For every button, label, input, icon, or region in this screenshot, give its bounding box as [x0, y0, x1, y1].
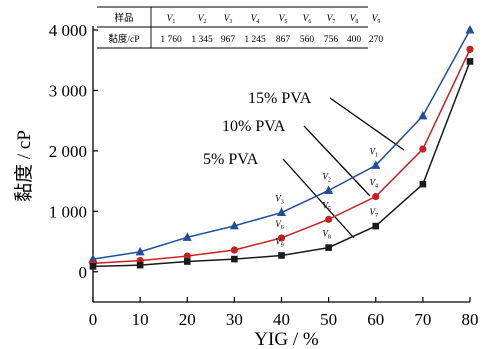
- data-point: [466, 58, 474, 65]
- table-viscosity-value: 400: [347, 35, 362, 45]
- data-point: [230, 246, 238, 254]
- annotation-leader: [329, 97, 405, 151]
- x-tick-label: 50: [320, 310, 337, 329]
- table-sample-name: V4: [251, 14, 260, 25]
- data-point: [419, 145, 427, 153]
- data-point: [372, 222, 380, 230]
- data-point: [371, 160, 381, 169]
- data-point: [372, 192, 380, 201]
- x-tick-label: 20: [179, 310, 196, 329]
- table-header-viscosity: 黏度/cP: [108, 33, 139, 45]
- annotation-leader: [303, 125, 371, 197]
- x-tick-label: 60: [367, 310, 384, 329]
- table-header-sample: 样品: [114, 12, 133, 24]
- point-labels: V1 V2 V3 V4 V5 V6 V7 V8 V9: [275, 146, 378, 248]
- x-tick-label: 80: [462, 310, 479, 329]
- series-1: [88, 25, 475, 263]
- annotation-leaders: [282, 97, 405, 239]
- point-label-v3: V3: [275, 194, 284, 206]
- axes: 0 1 000 2 000 3 000 4 000 0 10 20 30 40 50 60 70 80 YI…: [13, 21, 479, 349]
- data-point: [277, 207, 286, 217]
- data-point: [229, 220, 239, 230]
- data-point: [136, 261, 144, 269]
- table-viscosity-value: 560: [300, 35, 315, 45]
- point-label-v4: V4: [370, 178, 379, 190]
- x-axis-title: YIG / %: [254, 329, 319, 349]
- point-label-v2: V2: [322, 171, 331, 183]
- series-annotation: 15% PVA: [248, 90, 312, 107]
- series-2: [89, 45, 474, 267]
- table-sample-name: V7: [327, 14, 336, 25]
- table-viscosity-value: 270: [369, 35, 384, 45]
- table-sample-name: V9: [372, 14, 381, 25]
- data-point: [88, 254, 98, 263]
- point-label-v8: V8: [322, 229, 331, 241]
- data-point: [324, 185, 334, 194]
- series-annotation: 5% PVA: [203, 151, 259, 168]
- data-point: [278, 252, 285, 259]
- point-label-v5: V5: [322, 200, 331, 212]
- x-tick-label: 10: [132, 310, 149, 329]
- data-point: [183, 258, 191, 265]
- table-sample-name: V5: [279, 14, 288, 25]
- data-point: [419, 180, 427, 188]
- point-label-v7: V7: [370, 207, 379, 219]
- table-viscosity-value: 1 245: [244, 35, 266, 45]
- series-line: [92, 49, 471, 265]
- table-sample-name: V1: [167, 14, 176, 25]
- data-point: [325, 244, 332, 251]
- series-3: [89, 58, 474, 270]
- table-sample-name: V2: [198, 14, 207, 25]
- table-viscosity-value: 756: [324, 35, 339, 45]
- table-sample-name: V3: [224, 14, 233, 25]
- point-label-v6: V6: [275, 219, 284, 231]
- point-label-v1: V1: [370, 146, 379, 158]
- x-tick-label: 70: [414, 310, 431, 329]
- data-point: [182, 232, 192, 241]
- x-tick-label: 40: [273, 310, 290, 329]
- y-tick-label: 1 000: [49, 202, 87, 221]
- point-label-v9: V9: [275, 236, 284, 248]
- table-viscosity-value: 1 760: [160, 35, 182, 45]
- data-point: [418, 110, 428, 120]
- data-point: [89, 263, 97, 270]
- table-viscosity-value: 1 345: [191, 35, 213, 45]
- annotation-leader: [282, 158, 355, 239]
- data-point: [466, 45, 474, 53]
- x-tick-label: 0: [89, 310, 98, 329]
- data-point: [231, 255, 238, 263]
- y-tick-label: 2 000: [49, 142, 87, 161]
- series-annotations: 15% PVA 10% PVA 5% PVA: [203, 90, 312, 168]
- table-viscosity-value: 867: [276, 35, 291, 45]
- data-point: [465, 25, 475, 34]
- y-tick-label: 3 000: [49, 81, 87, 100]
- data-point: [135, 246, 145, 256]
- table-viscosity-value: 967: [221, 35, 236, 45]
- y-tick-label: 0: [79, 263, 88, 282]
- table-sample-name: V6: [303, 14, 312, 25]
- data-point: [277, 234, 286, 242]
- series-annotation: 10% PVA: [222, 118, 286, 135]
- x-tick-label: 30: [226, 310, 243, 329]
- series-group: [88, 25, 475, 270]
- y-tick-label: 4 000: [49, 21, 87, 40]
- table-sample-name: V8: [350, 14, 359, 25]
- data-point: [183, 252, 191, 260]
- y-axis-title: 黏度 / cP: [13, 130, 35, 202]
- data-point: [325, 215, 333, 223]
